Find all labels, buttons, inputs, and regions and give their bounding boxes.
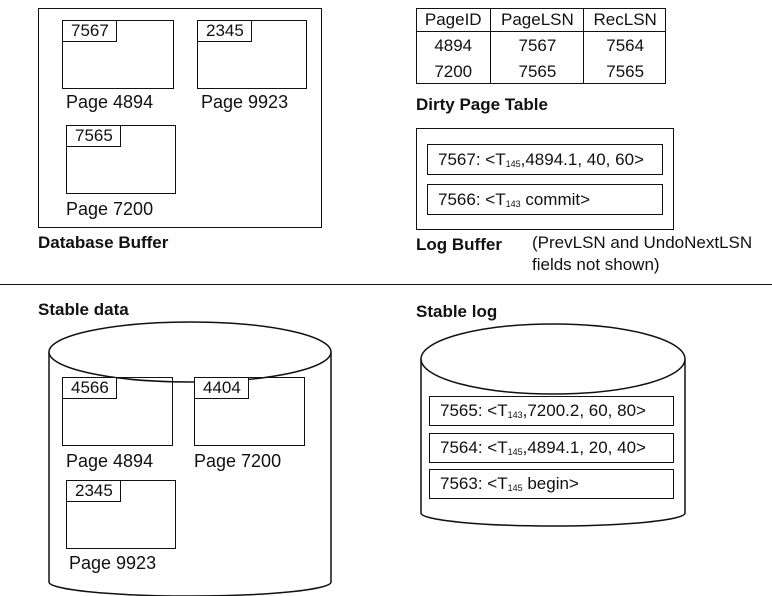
buffer-page-label: Page 7200 — [66, 199, 154, 219]
stable-log-record: 7565: <T143,7200.2, 60, 80> — [429, 396, 674, 426]
stable-page-9923: 2345 — [66, 480, 176, 549]
page-lsn-tag: 2345 — [66, 480, 121, 502]
page-lsn-tag: 4566 — [62, 377, 117, 399]
stable-page-label: Page 9923 — [69, 553, 157, 573]
stable-page-label: Page 7200 — [194, 451, 282, 471]
table-row: 7200 7565 7565 — [416, 58, 666, 84]
page-lsn-tag: 4404 — [194, 377, 249, 399]
dirty-page-table-label: Dirty Page Table — [416, 95, 548, 114]
table-cell: 7567 — [490, 31, 584, 59]
stable-data-cylinder — [48, 321, 332, 596]
buffer-page-7200: 7565 — [66, 125, 176, 194]
dirty-page-table: PageID PageLSN RecLSN 4894 7567 7564 720… — [416, 8, 666, 84]
buffer-page-label: Page 9923 — [201, 92, 289, 112]
buffer-page-4894: 7567 — [62, 20, 174, 89]
stable-log-label: Stable log — [416, 302, 498, 321]
table-row: 4894 7567 7564 — [416, 31, 666, 59]
log-buffer-note-line1: (PrevLSN and UndoNextLSN — [532, 233, 753, 252]
log-buffer-box — [416, 128, 674, 230]
database-buffer-label: Database Buffer — [38, 233, 169, 252]
stable-log-record: 7564: <T145,4894.1, 20, 40> — [429, 433, 674, 463]
log-buffer-label: Log Buffer — [416, 235, 502, 254]
column-header: RecLSN — [583, 8, 666, 32]
memory-storage-divider — [0, 284, 772, 285]
buffer-page-label: Page 4894 — [66, 92, 154, 112]
column-header: PageLSN — [490, 8, 584, 32]
column-header: PageID — [416, 8, 491, 32]
table-cell: 4894 — [434, 35, 473, 55]
page-lsn-tag: 2345 — [197, 20, 252, 42]
table-cell: 7564 — [583, 31, 666, 59]
log-buffer-note-line2: fields not shown) — [532, 255, 660, 274]
stable-page-4894: 4566 — [62, 377, 173, 446]
table-cell: 7565 — [583, 58, 666, 84]
table-cell: 7200 — [434, 61, 473, 81]
page-lsn-tag: 7567 — [62, 20, 117, 42]
page-lsn-tag: 7565 — [66, 125, 121, 147]
stable-page-label: Page 4894 — [66, 451, 154, 471]
log-buffer-record: 7566: <T143 commit> — [427, 184, 663, 215]
stable-page-7200: 4404 — [194, 377, 305, 446]
table-cell: 7565 — [490, 58, 584, 84]
log-buffer-record: 7567: <T145,4894.1, 40, 60> — [427, 144, 663, 175]
database-buffer-box — [38, 8, 322, 228]
stable-data-label: Stable data — [38, 300, 129, 319]
stable-log-record: 7563: <T145 begin> — [429, 469, 674, 499]
buffer-page-9923: 2345 — [197, 20, 307, 89]
